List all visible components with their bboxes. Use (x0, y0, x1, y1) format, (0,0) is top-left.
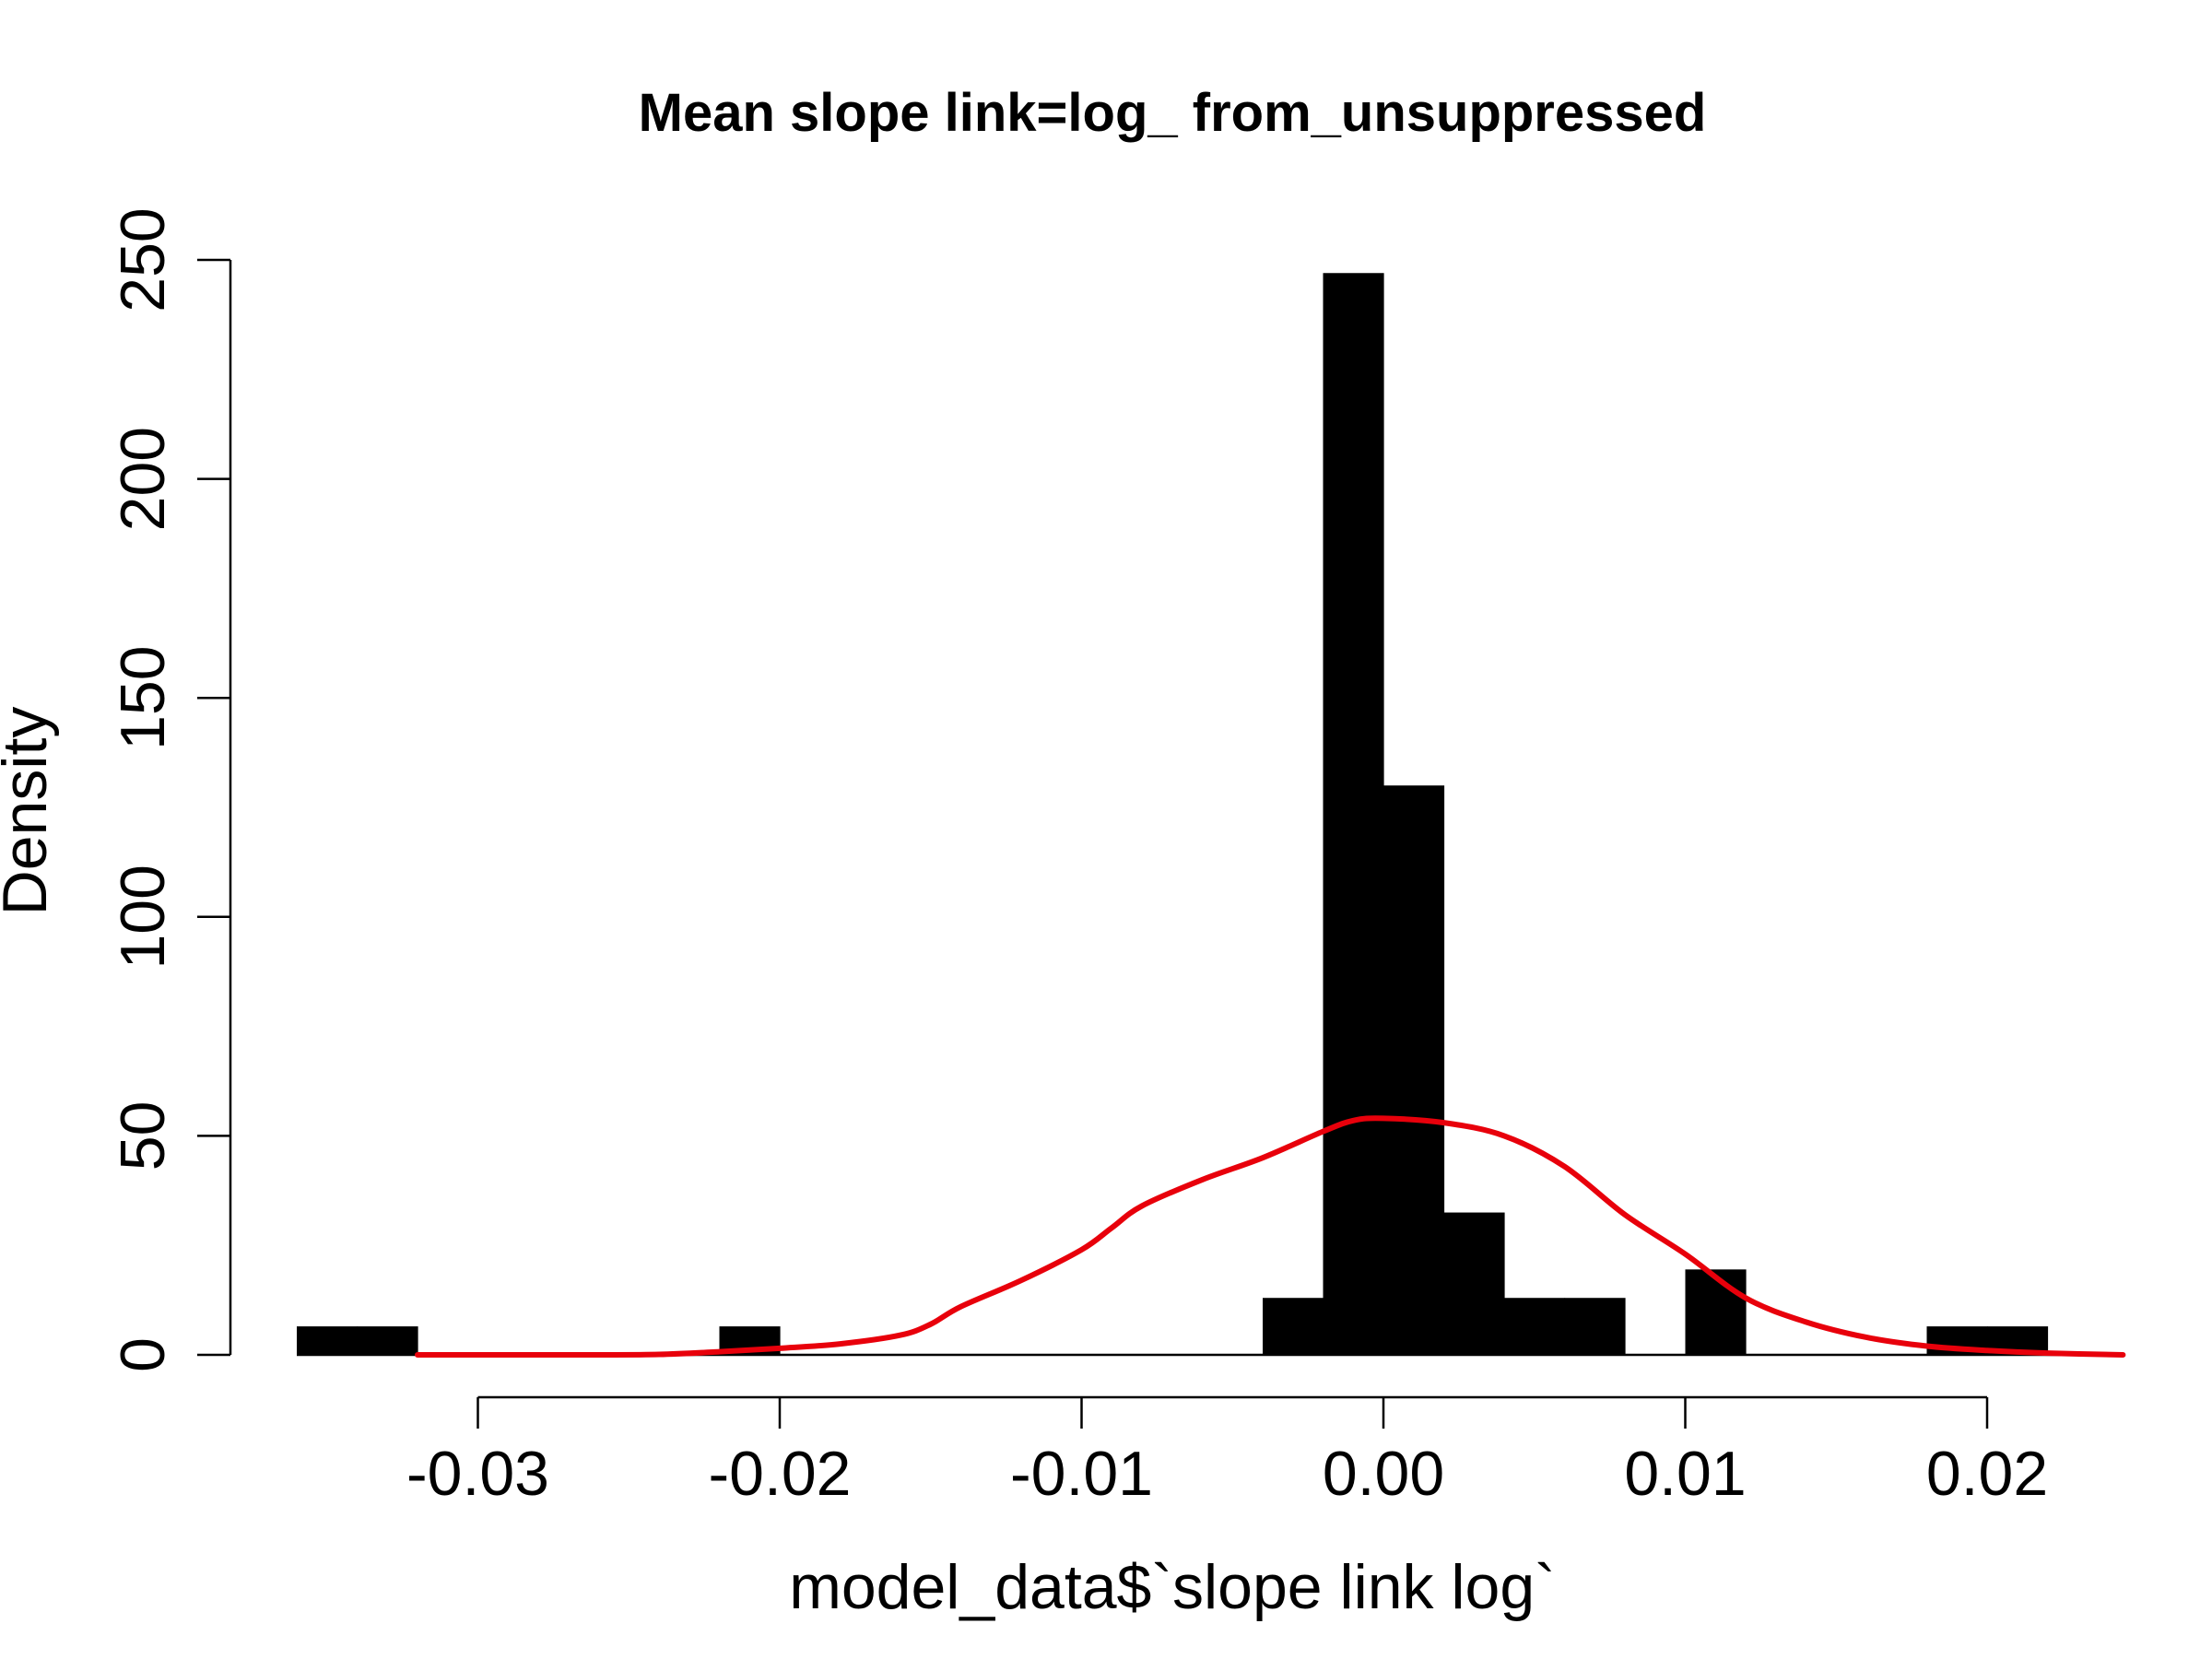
histogram-bar-4 (1323, 273, 1384, 1356)
y-tick-label-3: 150 (108, 645, 178, 749)
y-tick-label-0: 0 (108, 1337, 178, 1372)
x-tick-label-1: -0.02 (709, 1439, 852, 1509)
y-axis-label: Density (0, 707, 60, 916)
x-axis: -0.03 -0.02 -0.01 0.00 0.01 0.02 (406, 1395, 2048, 1509)
bars-group (297, 273, 2124, 1357)
histogram-bar-1 (357, 1326, 418, 1355)
histogram-bar-8 (1564, 1298, 1626, 1355)
histogram-bar-9 (1685, 1269, 1747, 1355)
y-tick-label-5: 250 (108, 207, 178, 312)
y-axis: 0 50 100 150 200 250 (108, 207, 232, 1372)
histogram-bar-3 (1263, 1298, 1324, 1355)
x-tick-label-4: 0.01 (1624, 1439, 1746, 1509)
x-tick-label-2: -0.01 (1010, 1439, 1153, 1509)
histogram-bar-7 (1504, 1298, 1566, 1355)
y-tick-label-2: 100 (108, 865, 178, 969)
x-axis-label: model_data$`slope link log` (789, 1552, 1556, 1622)
x-tick-label-5: 0.02 (1926, 1439, 2048, 1509)
histogram-bar-6 (1443, 1212, 1505, 1355)
chart-title: Mean slope link=log_ from_unsuppressed (639, 83, 1707, 143)
density-curve (415, 1115, 2126, 1359)
y-tick-label-4: 200 (108, 427, 178, 531)
histogram-bar-0 (297, 1326, 359, 1355)
y-tick-label-1: 50 (108, 1101, 178, 1171)
x-tick-label-0: -0.03 (406, 1439, 549, 1509)
x-tick-label-3: 0.00 (1323, 1439, 1444, 1509)
histogram-bar-5 (1383, 785, 1445, 1355)
